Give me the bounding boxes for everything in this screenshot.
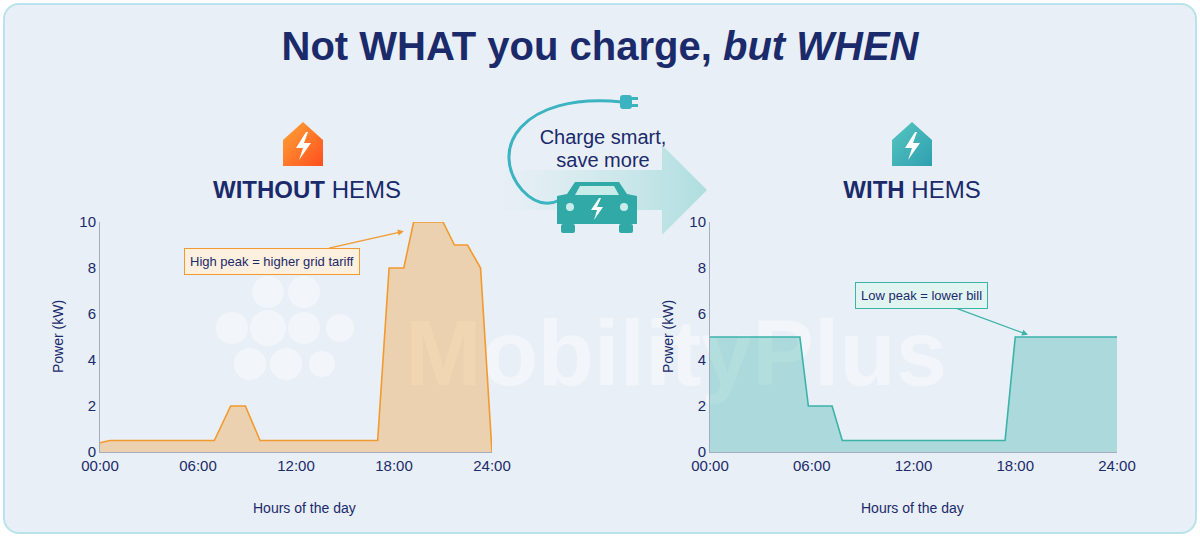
svg-text:00:00: 00:00 <box>81 457 119 474</box>
html-text:save more: save more <box>556 149 650 171</box>
svg-text:4: 4 <box>698 351 706 368</box>
svg-text:MobilityPlus: MobilityPlus <box>405 302 947 404</box>
svg-text:0: 0 <box>88 443 96 460</box>
svg-text:High peak = higher grid tariff: High peak = higher grid tariff <box>190 254 354 269</box>
svg-text:18:00: 18:00 <box>996 457 1034 474</box>
svg-text:6: 6 <box>88 305 96 322</box>
html-text:Charge smart,: Charge smart, <box>539 126 667 148</box>
svg-text:00:00: 00:00 <box>691 457 729 474</box>
svg-text:12:00: 12:00 <box>895 457 933 474</box>
svg-text:4: 4 <box>88 351 96 368</box>
svg-text:24:00: 24:00 <box>473 457 511 474</box>
svg-text:8: 8 <box>698 259 706 276</box>
svg-text:8: 8 <box>88 259 96 276</box>
svg-text:06:00: 06:00 <box>179 457 217 474</box>
html-text:WITHOUT HEMS: WITHOUT HEMS <box>213 176 401 203</box>
svg-text:Power (kW): Power (kW) <box>50 300 66 373</box>
svg-text:6: 6 <box>698 305 706 322</box>
svg-text:Hours of the day: Hours of the day <box>253 500 356 516</box>
svg-text:2: 2 <box>88 397 96 414</box>
html-text:Not WHAT you charge, but WHEN: Not WHAT you charge, but WHEN <box>281 24 919 68</box>
svg-text:12:00: 12:00 <box>277 457 315 474</box>
svg-text:18:00: 18:00 <box>375 457 413 474</box>
svg-text:Power (kW): Power (kW) <box>660 300 676 373</box>
html-text:WITH HEMS: WITH HEMS <box>843 176 981 203</box>
svg-text:2: 2 <box>698 397 706 414</box>
svg-text:0: 0 <box>698 443 706 460</box>
svg-text:Low peak = lower bill: Low peak = lower bill <box>861 288 982 303</box>
svg-text:10: 10 <box>79 213 96 230</box>
svg-text:06:00: 06:00 <box>793 457 831 474</box>
svg-text:24:00: 24:00 <box>1098 457 1136 474</box>
svg-text:10: 10 <box>689 213 706 230</box>
svg-text:Hours of the day: Hours of the day <box>861 500 964 516</box>
